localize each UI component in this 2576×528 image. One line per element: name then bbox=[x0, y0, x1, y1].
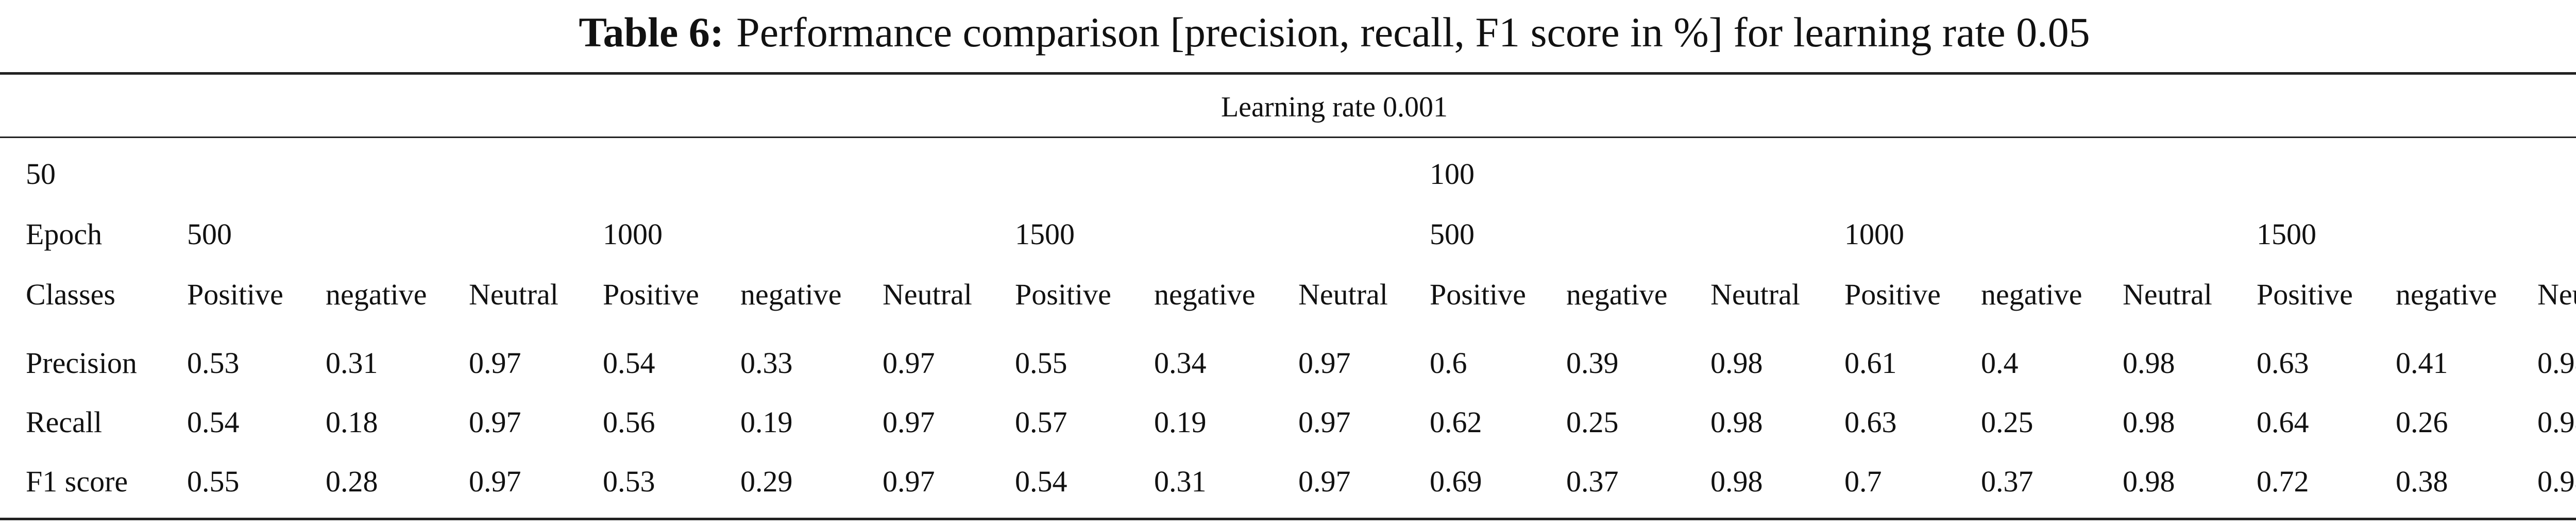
table-cell: Neutral bbox=[2123, 278, 2212, 311]
precision-row: Precision 0.53 0.31 0.97 0.54 0.33 0.97 0.55 0.3… bbox=[0, 337, 2576, 389]
table-cell: 1500 bbox=[1015, 217, 1075, 251]
table-cell: 0.29 bbox=[740, 465, 793, 498]
table-cell: 500 bbox=[1430, 217, 1475, 251]
table-cell: negative bbox=[1981, 278, 2082, 311]
epoch-row: Epoch 500 1000 1500 500 1000 1500 bbox=[0, 209, 2576, 260]
row-label: Classes bbox=[26, 278, 115, 311]
table-cell: 0.31 bbox=[1154, 465, 1207, 498]
table-cell: 0.98 bbox=[2123, 465, 2175, 498]
classes-row: Classes Positive negative Neutral Positive ne… bbox=[0, 269, 2576, 320]
table-cell: Positive bbox=[1430, 278, 1526, 311]
table-cell: 0.26 bbox=[2396, 405, 2448, 439]
table-title: Performance comparison [precision, recal… bbox=[736, 9, 2090, 56]
table-cell: 0.25 bbox=[1981, 405, 2033, 439]
table-cell: Positive bbox=[603, 278, 699, 311]
table-cell: 0.33 bbox=[740, 346, 793, 380]
row-label: F1 score bbox=[26, 465, 128, 498]
table-cell: 0.34 bbox=[1154, 346, 1207, 380]
table-cell: 0.98 bbox=[2537, 346, 2576, 380]
table-cell: 0.97 bbox=[1298, 405, 1351, 439]
table-cell: 0.55 bbox=[187, 465, 240, 498]
table-cell: 1000 bbox=[1844, 217, 1904, 251]
table-cell: 0.18 bbox=[326, 405, 378, 439]
f1-score-row: F1 score 0.55 0.28 0.97 0.53 0.29 0.97 0.54 0.31… bbox=[0, 456, 2576, 507]
table-cell: 0.69 bbox=[1430, 465, 1482, 498]
table-cell: 0.37 bbox=[1981, 465, 2033, 498]
table-cell: 0.19 bbox=[740, 405, 793, 439]
table-cell: 0.98 bbox=[2123, 405, 2175, 439]
table-cell: 0.98 bbox=[2537, 465, 2576, 498]
table-cell: 0.61 bbox=[1844, 346, 1897, 380]
table-cell: 0.63 bbox=[2257, 346, 2309, 380]
table-cell: 0.62 bbox=[1430, 405, 1482, 439]
table-cell: 0.6 bbox=[1430, 346, 1467, 380]
table-cell: 0.54 bbox=[1015, 465, 1067, 498]
table-cell: 0.25 bbox=[1566, 405, 1619, 439]
batch-size-row: 50 100 bbox=[0, 148, 2576, 200]
table-cell: 0.98 bbox=[1710, 405, 1763, 439]
table-cell: negative bbox=[2396, 278, 2497, 311]
table-cell: 0.63 bbox=[1844, 405, 1897, 439]
table-cell: 0.28 bbox=[326, 465, 378, 498]
top-rule bbox=[0, 72, 2576, 75]
table-cell: 0.7 bbox=[1844, 465, 1882, 498]
table-cell: 1000 bbox=[603, 217, 663, 251]
table-cell: Positive bbox=[2257, 278, 2353, 311]
table-cell: 0.39 bbox=[1566, 346, 1619, 380]
table-cell: 0.97 bbox=[469, 465, 521, 498]
row-label: Epoch bbox=[26, 217, 103, 251]
table-cell: 0.97 bbox=[1298, 465, 1351, 498]
table-cell: 0.55 bbox=[1015, 346, 1067, 380]
table-cell: 0.37 bbox=[1566, 465, 1619, 498]
table-cell: 100 bbox=[1430, 157, 1475, 191]
table-cell: Neutral bbox=[1298, 278, 1388, 311]
table-cell: Neutral bbox=[469, 278, 558, 311]
table-cell: 0.97 bbox=[469, 346, 521, 380]
table-cell: 0.98 bbox=[2537, 405, 2576, 439]
row-label: 50 bbox=[26, 157, 56, 191]
row-label: Recall bbox=[26, 405, 103, 439]
table-caption: Table 6: Performance comparison [precisio… bbox=[0, 4, 2576, 66]
table-cell: negative bbox=[1566, 278, 1668, 311]
table-cell: 0.97 bbox=[469, 405, 521, 439]
table-cell: 0.4 bbox=[1981, 346, 2019, 380]
table-cell: negative bbox=[326, 278, 427, 311]
table-number: Table 6: bbox=[579, 9, 724, 56]
table-cell: 0.98 bbox=[2123, 346, 2175, 380]
table-cell: 0.54 bbox=[187, 405, 240, 439]
table-cell: Positive bbox=[1015, 278, 1111, 311]
learning-rate-header: Learning rate 0.001 bbox=[1221, 91, 1448, 123]
table-cell: 1500 bbox=[2257, 217, 2316, 251]
table-cell: 0.57 bbox=[1015, 405, 1067, 439]
table-cell: 500 bbox=[187, 217, 232, 251]
table-cell: Neutral bbox=[883, 278, 972, 311]
table-cell: 0.53 bbox=[603, 465, 655, 498]
table-cell: 0.97 bbox=[883, 346, 935, 380]
table-cell: 0.38 bbox=[2396, 465, 2448, 498]
table-cell: 0.72 bbox=[2257, 465, 2309, 498]
table-cell: 0.19 bbox=[1154, 405, 1207, 439]
table-cell: negative bbox=[740, 278, 842, 311]
table-cell: 0.98 bbox=[1710, 346, 1763, 380]
table-cell: 0.98 bbox=[1710, 465, 1763, 498]
table-cell: 0.54 bbox=[603, 346, 655, 380]
header-rule bbox=[0, 137, 2576, 138]
table-cell: 0.53 bbox=[187, 346, 240, 380]
table-cell: Neutral bbox=[2537, 278, 2576, 311]
table-cell: 0.97 bbox=[1298, 346, 1351, 380]
table-cell: negative bbox=[1154, 278, 1256, 311]
row-label: Precision bbox=[26, 346, 137, 380]
table-cell: 0.56 bbox=[603, 405, 655, 439]
table-cell: Positive bbox=[187, 278, 283, 311]
table-cell: 0.97 bbox=[883, 405, 935, 439]
bottom-rule bbox=[0, 518, 2576, 520]
table-cell: Neutral bbox=[1710, 278, 1800, 311]
table-cell: 0.64 bbox=[2257, 405, 2309, 439]
table-cell: 0.97 bbox=[883, 465, 935, 498]
table-cell: 0.31 bbox=[326, 346, 378, 380]
table-cell: Positive bbox=[1844, 278, 1941, 311]
recall-row: Recall 0.54 0.18 0.97 0.56 0.19 0.97 0.57 0.19 0.… bbox=[0, 397, 2576, 448]
table-cell: 0.41 bbox=[2396, 346, 2448, 380]
